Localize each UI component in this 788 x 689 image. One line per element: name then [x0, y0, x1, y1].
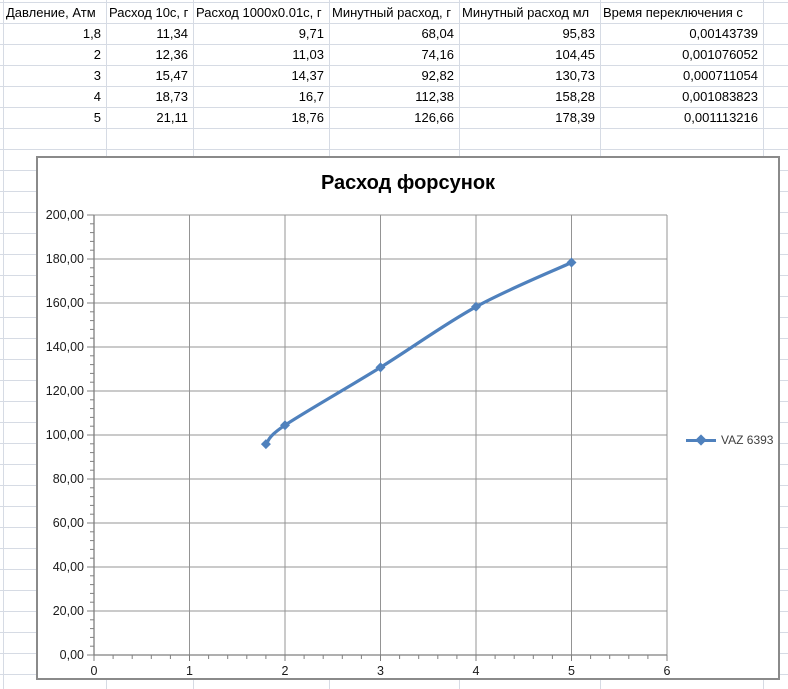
y-axis-tick-label: 120,00	[46, 384, 84, 398]
x-axis-tick-label: 3	[377, 664, 384, 678]
y-axis-tick-label: 160,00	[46, 296, 84, 310]
cell[interactable]: 12,36	[155, 47, 188, 62]
data-point-marker	[566, 257, 577, 268]
axis-tick-labels: 0,00 20,00 40,00 60,00 80,00 100,00 120,00 140,…	[46, 208, 671, 678]
cell[interactable]: 2	[93, 47, 101, 62]
legend-line-sample	[686, 433, 716, 446]
cell[interactable]: 11,03	[292, 47, 324, 62]
y-axis-tick-label: 100,00	[46, 428, 84, 442]
chart-title: Расход форсунок	[320, 172, 496, 194]
cell[interactable]: 0,00143739	[689, 26, 758, 41]
chart-plot-area: 0,00 20,00 40,00 60,00 80,00 100,00 120,00 140,…	[46, 208, 671, 678]
cell[interactable]: 130,73	[555, 68, 595, 83]
data-point-marker	[471, 301, 481, 312]
x-axis-tick-label: 4	[473, 664, 480, 678]
x-axis-tick-label: 5	[568, 664, 575, 678]
table-row: 3 15,47 14,37 92,82 130,73 0,000711054	[3, 65, 763, 86]
axis-ticks	[87, 214, 668, 661]
cell[interactable]: 92,82	[421, 68, 454, 83]
table-row: 5 21,11 18,76 126,66 178,39 0,001113216	[3, 107, 763, 128]
cell[interactable]: 126,66	[414, 110, 454, 125]
data-table: Давление, Атм Расход 10с, г Расход 1000x…	[3, 2, 763, 128]
data-point-marker	[260, 439, 271, 450]
y-axis-tick-label: 0,00	[60, 648, 84, 662]
cell[interactable]: 15,47	[155, 68, 188, 83]
cell[interactable]: 18,73	[155, 89, 188, 104]
cell[interactable]: 4	[93, 89, 101, 104]
chart-gridlines	[94, 214, 668, 655]
series-line	[264, 260, 574, 446]
cell[interactable]: 3	[93, 68, 101, 83]
cell[interactable]: 0,000711054	[683, 68, 758, 83]
table-row: 4 18,73 16,7 112,38 158,28 0,001083823	[3, 86, 763, 107]
table-row: 2 12,36 11,03 74,16 104,45 0,001076052	[3, 44, 763, 65]
cell[interactable]: 95,83	[562, 26, 595, 41]
y-axis-tick-label: 80,00	[53, 472, 84, 486]
y-axis-tick-label: 200,00	[46, 208, 84, 222]
legend-diamond-marker-icon	[695, 433, 707, 446]
cell[interactable]: 0,001083823	[682, 89, 758, 104]
legend-series-label: VAZ 6393	[721, 433, 774, 447]
header-cell-flow-10s[interactable]: Расход 10с, г	[109, 5, 189, 20]
cell[interactable]: 68,04	[421, 26, 454, 41]
y-axis-tick-label: 40,00	[53, 560, 84, 574]
data-point-marker	[280, 420, 290, 431]
cell[interactable]: 158,28	[555, 89, 595, 104]
cell[interactable]: 21,11	[156, 110, 188, 125]
y-axis-tick-label: 60,00	[53, 516, 84, 530]
header-cell-pressure[interactable]: Давление, Атм	[6, 5, 96, 20]
data-point-marker	[375, 362, 386, 373]
cell[interactable]: 9,71	[298, 26, 324, 41]
chart-legend: VAZ 6393	[686, 432, 773, 448]
cell[interactable]: 178,39	[555, 110, 595, 125]
cell[interactable]: 104,45	[555, 47, 595, 62]
embedded-chart[interactable]: Расход форсунок 0,00 20,00 40,00 60,00 80,00…	[36, 156, 780, 680]
x-axis-tick-label: 0	[91, 664, 98, 678]
cell[interactable]: 14,37	[291, 68, 324, 83]
cell[interactable]: 11,34	[156, 26, 188, 41]
x-axis-tick-label: 1	[186, 664, 193, 678]
x-axis-tick-label: 2	[282, 664, 289, 678]
x-axis-tick-label: 6	[664, 664, 671, 678]
cell[interactable]: 0,001113216	[684, 110, 758, 125]
chart-axes	[93, 215, 667, 656]
y-axis-tick-label: 20,00	[53, 604, 84, 618]
header-cell-minute-flow-ml[interactable]: Минутный расход мл	[462, 5, 590, 20]
header-cell-minute-flow-g[interactable]: Минутный расход, г	[332, 5, 451, 20]
header-cell-switch-time[interactable]: Время переключения с	[603, 5, 743, 20]
table-row: 1,8 11,34 9,71 68,04 95,83 0,00143739	[3, 23, 763, 44]
cell[interactable]: 18,76	[291, 110, 324, 125]
y-axis-tick-label: 180,00	[46, 252, 84, 266]
cell[interactable]: 74,16	[421, 47, 454, 62]
cell[interactable]: 112,38	[415, 89, 454, 104]
cell[interactable]: 16,7	[298, 89, 324, 104]
cell[interactable]: 0,001076052	[682, 47, 758, 62]
cell[interactable]: 1,8	[82, 26, 101, 41]
header-cell-flow-1000[interactable]: Расход 1000x0.01с, г	[196, 5, 322, 20]
table-header-row: Давление, Атм Расход 10с, г Расход 1000x…	[3, 2, 763, 23]
cell[interactable]: 5	[93, 110, 101, 125]
y-axis-tick-label: 140,00	[46, 340, 84, 354]
series-markers	[260, 257, 577, 450]
